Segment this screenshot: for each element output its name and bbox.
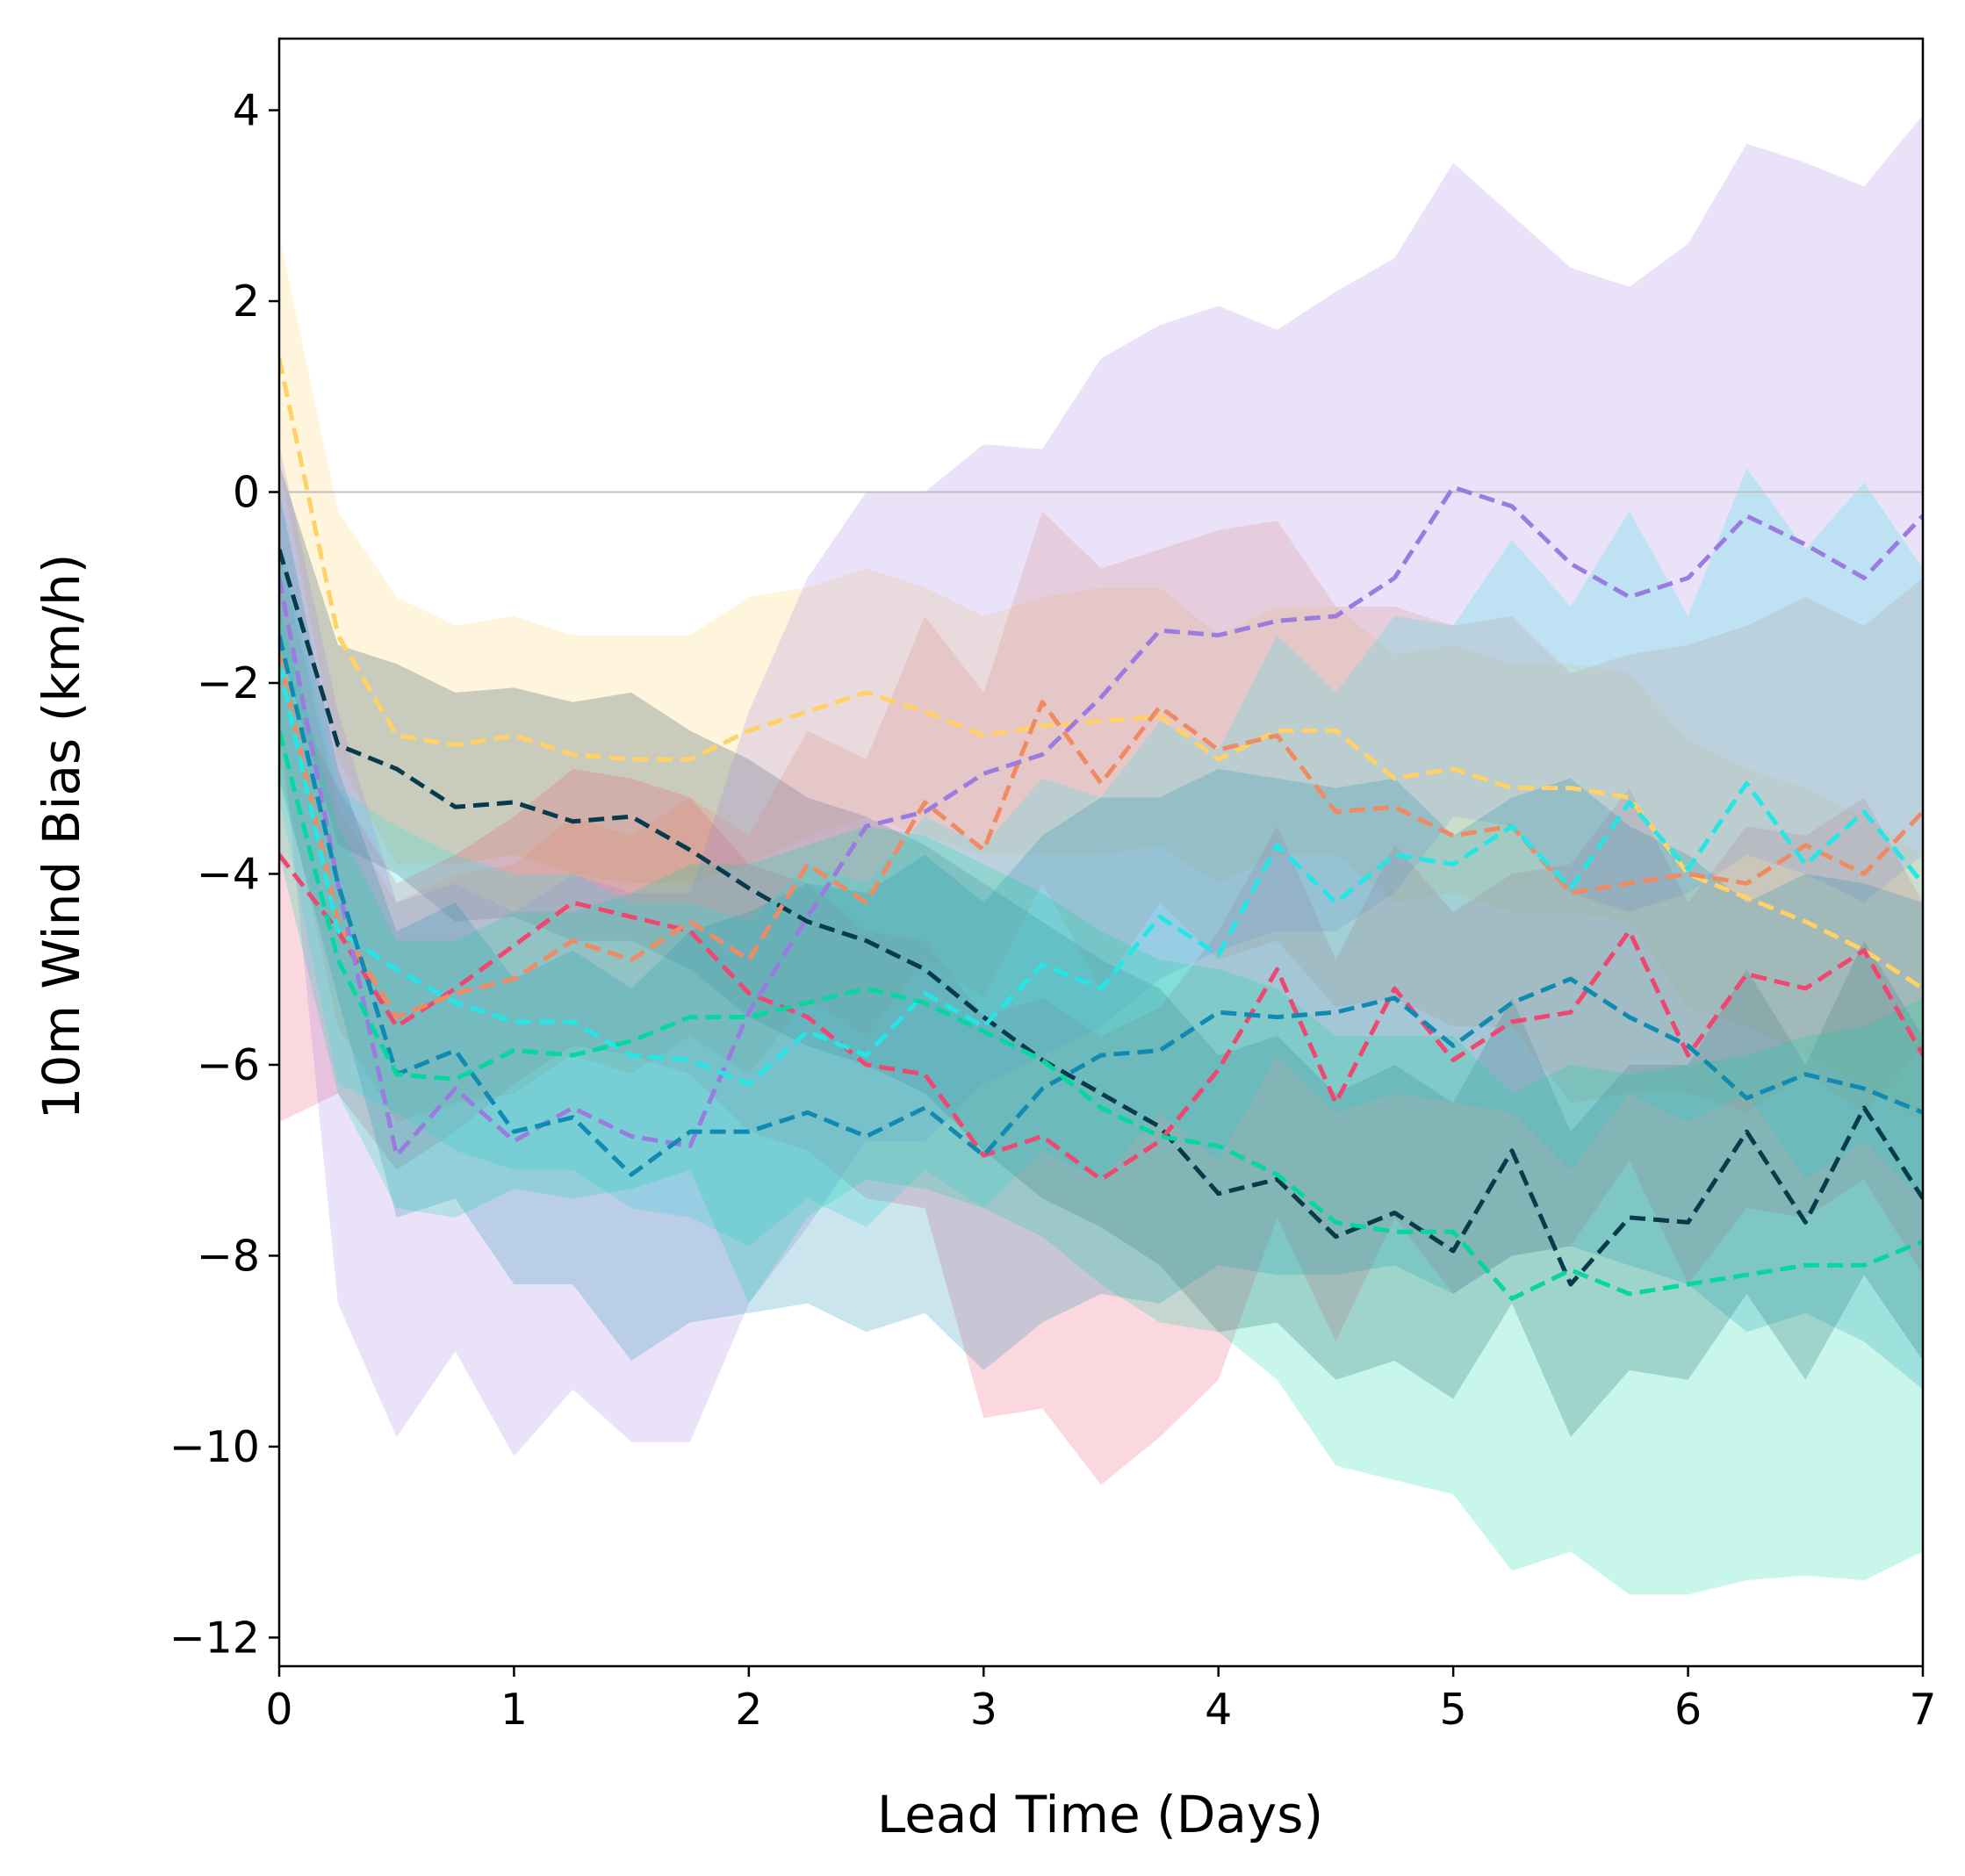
y-tick-label: −4 — [197, 849, 260, 899]
series-2-band — [279, 463, 1923, 1437]
series-5-band — [279, 115, 1923, 1456]
y-tick-label: −12 — [169, 1613, 260, 1663]
series-6-line — [279, 663, 1923, 1087]
series-8-band — [279, 607, 1923, 1595]
x-tick-label: 6 — [1674, 1685, 1702, 1735]
y-tick-label: 2 — [233, 277, 260, 327]
x-tick-label: 5 — [1440, 1685, 1467, 1735]
series-4-line — [279, 653, 1923, 1020]
y-tick-label: −6 — [197, 1040, 260, 1090]
y-tick-label: 0 — [233, 468, 260, 518]
series-3-band — [279, 673, 1923, 1485]
x-tick-label: 0 — [265, 1685, 292, 1735]
series-6-band — [279, 468, 1923, 1247]
x-tick-label: 4 — [1205, 1685, 1232, 1735]
x-tick-label: 3 — [970, 1685, 997, 1735]
x-tick-label: 2 — [735, 1685, 762, 1735]
y-tick-label: 4 — [233, 86, 260, 136]
y-tick-label: −10 — [169, 1422, 260, 1472]
confidence-bands — [279, 115, 1923, 1595]
x-tick-label: 1 — [500, 1685, 528, 1735]
series-lines — [279, 357, 1923, 1301]
x-tick-label: 7 — [1909, 1685, 1936, 1735]
series-4-band — [279, 511, 1923, 1123]
series-2-line — [279, 549, 1923, 1287]
y-tick-label: −8 — [197, 1231, 260, 1281]
series-5-line — [279, 485, 1923, 1158]
x-axis-title: Lead Time (Days) — [877, 1785, 1323, 1844]
y-axis-title: 10m Wind Bias (km/h) — [32, 554, 91, 1120]
plot-frame — [277, 37, 1925, 1668]
series-7-line — [279, 635, 1923, 1177]
series-7-band — [279, 492, 1923, 1390]
series-1-band — [279, 234, 1923, 1123]
axes: 0 1 2 3 4 5 6 7 4 2 0 −2 −4 −6 −8 −10 −12 — [169, 37, 1937, 1735]
y-tick-label: −2 — [197, 658, 260, 708]
series-8-line — [279, 730, 1923, 1301]
